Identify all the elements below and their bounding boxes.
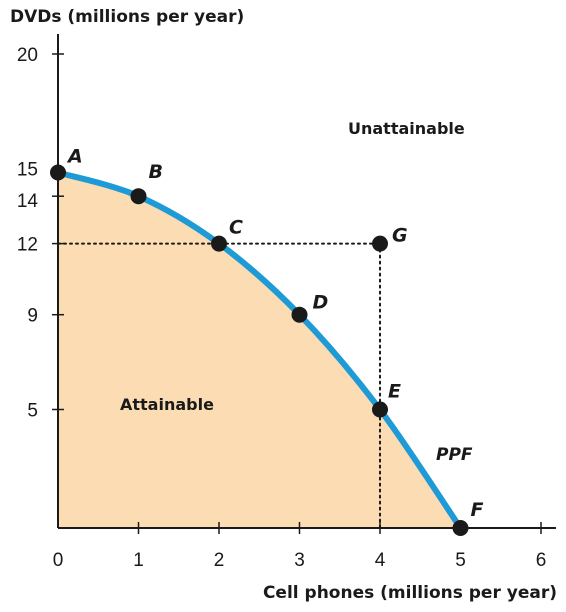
point-d xyxy=(291,306,308,323)
attainable-region xyxy=(58,172,461,528)
x-axis-title: Cell phones (millions per year) xyxy=(263,583,557,603)
x-tick-label: 1 xyxy=(133,550,144,571)
y-tick-label: 14 xyxy=(17,191,39,212)
point-c xyxy=(211,235,227,252)
attainable-label: Attainable xyxy=(120,395,214,414)
data-points: A B C D E F G xyxy=(50,146,484,536)
y-tick-label: 20 xyxy=(17,45,38,66)
y-tick-label: 9 xyxy=(27,306,38,327)
point-label-b: B xyxy=(149,161,163,183)
point-f xyxy=(452,520,469,536)
y-axis-title: DVDs (millions per year) xyxy=(10,7,244,27)
point-label-f: F xyxy=(471,499,484,521)
x-tick-label: 5 xyxy=(455,550,466,571)
x-tick-label: 4 xyxy=(375,550,386,571)
x-tick-label: 2 xyxy=(214,550,225,571)
y-tick-label: 15 xyxy=(17,160,38,181)
y-tick-label: 12 xyxy=(17,235,38,256)
x-tick-label: 6 xyxy=(536,550,547,571)
point-label-a: A xyxy=(66,146,83,168)
ppf-curve-label: PPF xyxy=(436,445,473,465)
point-label-g: G xyxy=(392,225,408,247)
point-label-d: D xyxy=(313,292,329,314)
point-g xyxy=(372,235,388,252)
x-tick-label: 3 xyxy=(294,550,305,571)
unattainable-label: Unattainable xyxy=(348,119,465,138)
point-a xyxy=(50,164,66,181)
point-b xyxy=(130,188,147,205)
y-tick-label: 5 xyxy=(27,401,38,422)
point-label-e: E xyxy=(388,381,401,403)
point-label-c: C xyxy=(229,217,243,239)
x-tick-label: 0 xyxy=(53,550,64,571)
point-e xyxy=(372,401,388,418)
chart-labels: DVDs (millions per year) Cell phones (mi… xyxy=(10,7,557,603)
